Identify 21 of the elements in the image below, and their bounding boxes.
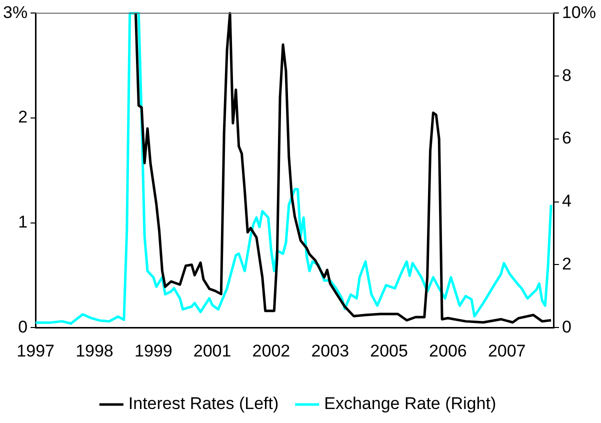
y2-tick-label: 0	[562, 317, 572, 336]
y2-tick-label: 4	[562, 192, 572, 211]
legend-label: Exchange Rate (Right)	[324, 394, 496, 414]
x-tick-label: 2005	[370, 341, 408, 360]
x-tick-label: 2001	[193, 341, 232, 360]
y2-tick-label: 2	[562, 254, 572, 274]
y-tick-label: 3%	[2, 2, 28, 22]
x-tick-label: 2003	[311, 341, 350, 360]
x-tick-label: 2007	[488, 341, 526, 360]
x-tick-label: 2002	[252, 341, 290, 360]
y-tick-label: 2	[18, 108, 28, 127]
legend-label: Interest Rates (Left)	[128, 394, 279, 414]
x-tick-label: 1999	[134, 341, 172, 360]
y-tick-label: 0	[18, 317, 28, 336]
y-tick-label: 1	[18, 212, 28, 232]
x-tick-label: 1998	[76, 341, 114, 360]
y2-tick-label: 8	[562, 66, 572, 85]
x-tick-label: 1997	[16, 341, 54, 360]
y2-tick-label: 10%	[562, 2, 596, 22]
x-tick-label: 2006	[429, 341, 467, 360]
y2-tick-label: 6	[562, 128, 572, 148]
